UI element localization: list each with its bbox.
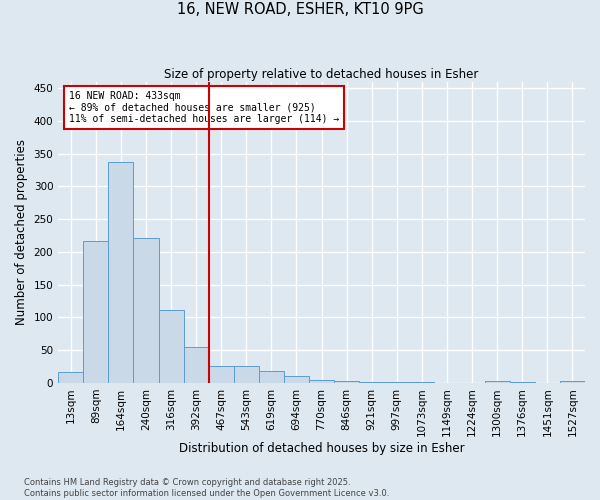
Bar [209, 366, 234, 383]
Bar [334, 381, 359, 383]
Bar [133, 238, 158, 383]
Bar [259, 371, 284, 383]
Y-axis label: Number of detached properties: Number of detached properties [15, 139, 28, 325]
Bar [385, 382, 409, 383]
Title: Size of property relative to detached houses in Esher: Size of property relative to detached ho… [164, 68, 479, 80]
Text: 16 NEW ROAD: 433sqm
← 89% of detached houses are smaller (925)
11% of semi-detac: 16 NEW ROAD: 433sqm ← 89% of detached ho… [69, 90, 339, 124]
Text: 16, NEW ROAD, ESHER, KT10 9PG: 16, NEW ROAD, ESHER, KT10 9PG [176, 2, 424, 18]
Bar [409, 382, 434, 383]
Bar [184, 348, 209, 383]
Text: Contains HM Land Registry data © Crown copyright and database right 2025.
Contai: Contains HM Land Registry data © Crown c… [24, 478, 389, 498]
Bar [309, 380, 334, 383]
Bar [158, 310, 184, 383]
Bar [510, 382, 535, 383]
Bar [359, 382, 385, 383]
Bar [485, 381, 510, 383]
Bar [234, 366, 259, 383]
Bar [284, 376, 309, 383]
Bar [83, 241, 109, 383]
Bar [560, 381, 585, 383]
X-axis label: Distribution of detached houses by size in Esher: Distribution of detached houses by size … [179, 442, 464, 455]
Bar [109, 162, 133, 383]
Bar [58, 372, 83, 383]
